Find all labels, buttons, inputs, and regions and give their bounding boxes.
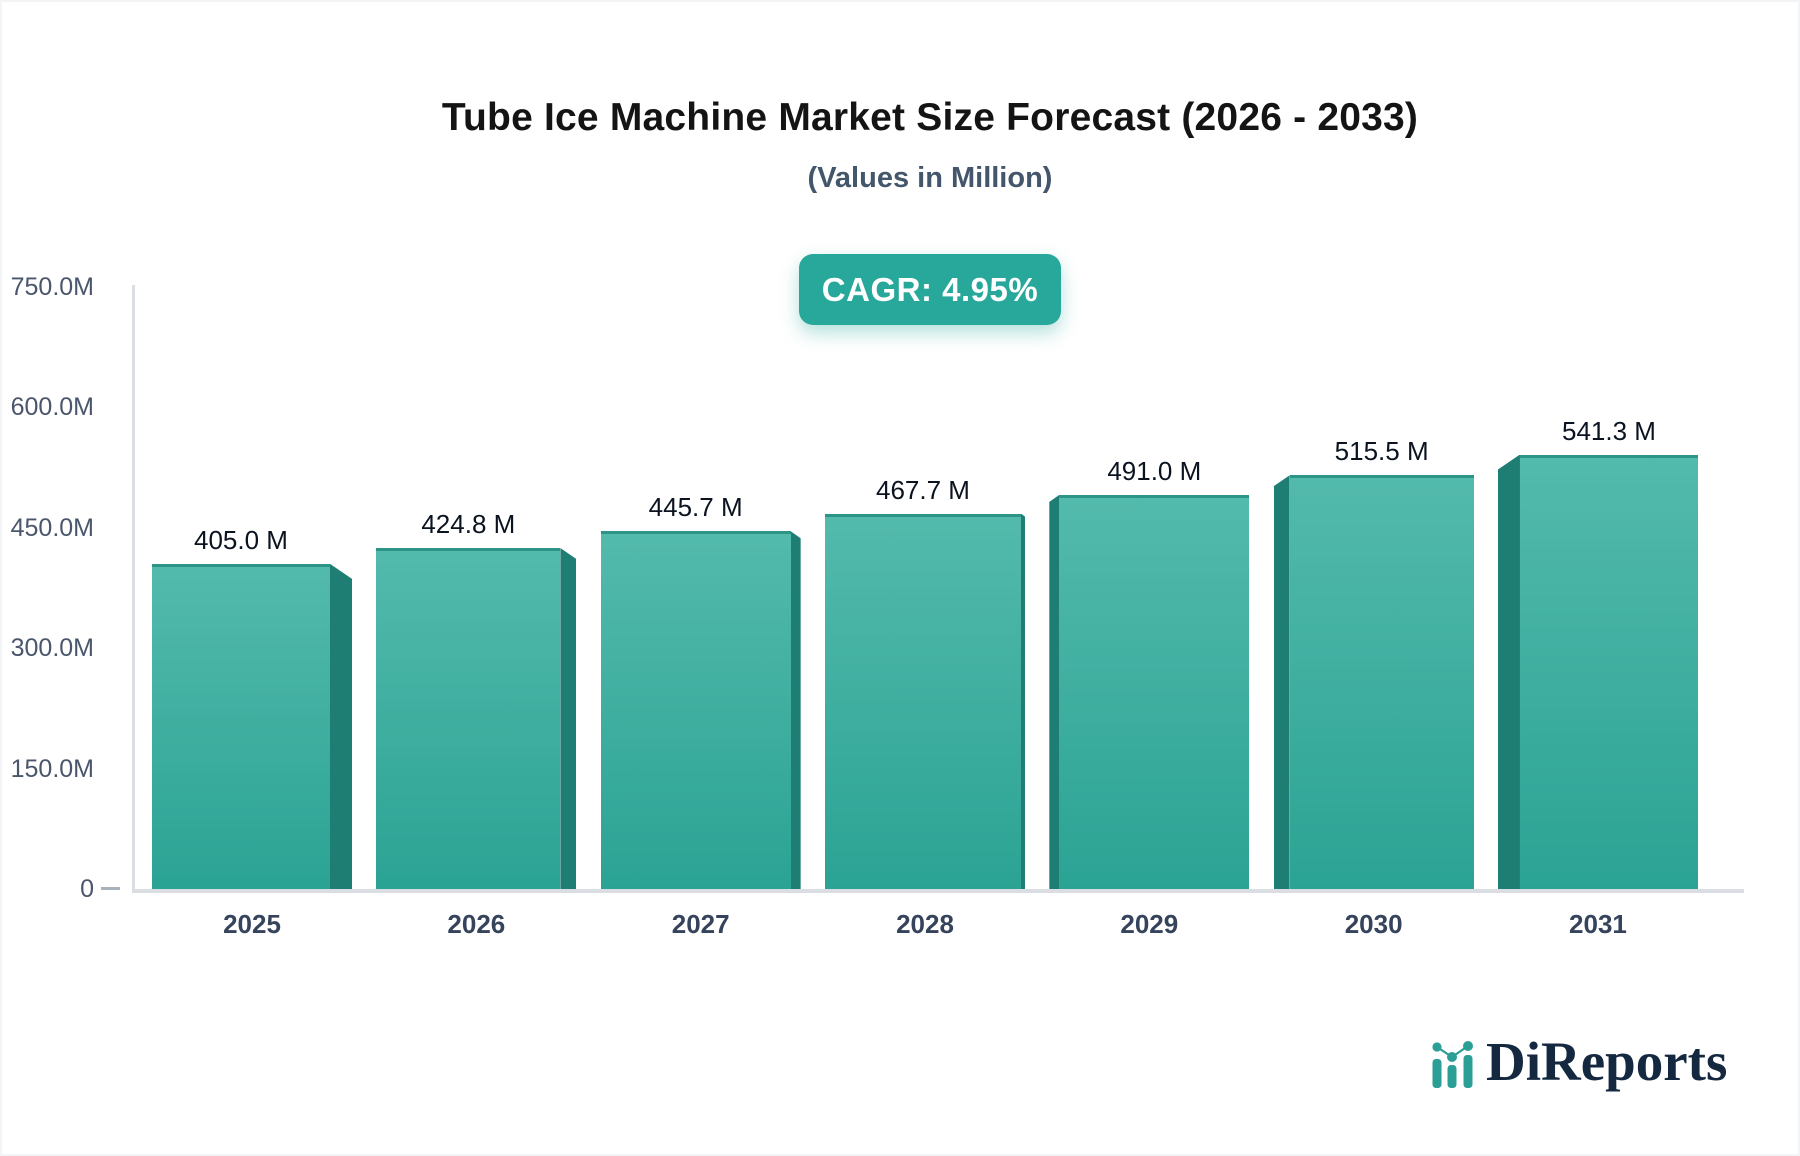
- y-axis-tick-label: 750.0M: [10, 273, 94, 301]
- bar-side-face: [1049, 494, 1060, 889]
- y-axis-tick-label: 0: [80, 875, 94, 903]
- x-axis-year-label: 2031: [1569, 909, 1627, 939]
- cagr-badge: CAGR: 4.95%: [799, 254, 1061, 325]
- bar-value-label: 541.3 M: [1561, 415, 1656, 446]
- bar-2026: [376, 548, 561, 889]
- chart-title: Tube Ice Machine Market Size Forecast (2…: [441, 96, 1419, 139]
- x-axis-year-label: 2028: [896, 909, 954, 939]
- bar-2031: [1519, 454, 1698, 889]
- y-axis-line: [132, 285, 135, 891]
- bar-value-label: 467.7 M: [876, 474, 970, 505]
- x-axis-line: [132, 889, 1744, 893]
- bar-2025: [152, 563, 330, 889]
- x-axis-year-label: 2027: [671, 909, 730, 939]
- bar-side-face: [1273, 475, 1290, 889]
- bar-2028: [824, 513, 1021, 889]
- bar-2029: [1059, 494, 1250, 889]
- bar-value-label: 515.5 M: [1334, 436, 1429, 467]
- bar-side-face: [560, 548, 577, 889]
- bar-value-label: 405.0 M: [194, 524, 288, 555]
- bar-side-face: [790, 531, 801, 889]
- x-axis-year-label: 2026: [447, 909, 506, 939]
- x-axis-year-label: 2025: [223, 909, 281, 939]
- chart-header: Tube Ice Machine Market Size Forecast (2…: [130, 2, 1730, 195]
- bar-side-face: [1497, 454, 1520, 889]
- mini-bar-chart-icon: [1432, 1041, 1473, 1089]
- y-axis-tick-label: 450.0M: [10, 513, 94, 542]
- bar-value-label: 445.7 M: [648, 492, 743, 523]
- bar-value-label: 424.8 M: [421, 509, 516, 540]
- bar-2030: [1289, 475, 1474, 889]
- bar-2027: [600, 531, 791, 889]
- bar-value-label: 491.0 M: [1107, 455, 1202, 486]
- y-axis-tick-label: 300.0M: [10, 634, 94, 663]
- bar-side-face: [1020, 513, 1025, 889]
- y-axis-tick-label: 150.0M: [10, 754, 94, 783]
- direports-logo-text: DiReports: [1486, 1031, 1728, 1092]
- x-axis-year-label: 2029: [1120, 909, 1179, 939]
- x-axis-year-label: 2030: [1344, 909, 1403, 939]
- direports-logo: DiReports: [1430, 1031, 1728, 1092]
- zero-tick-mark: [101, 887, 120, 890]
- y-axis-tick-label: 600.0M: [10, 393, 94, 422]
- bar-side-face: [330, 563, 352, 889]
- chart-subtitle: (Values in Million): [807, 162, 1053, 194]
